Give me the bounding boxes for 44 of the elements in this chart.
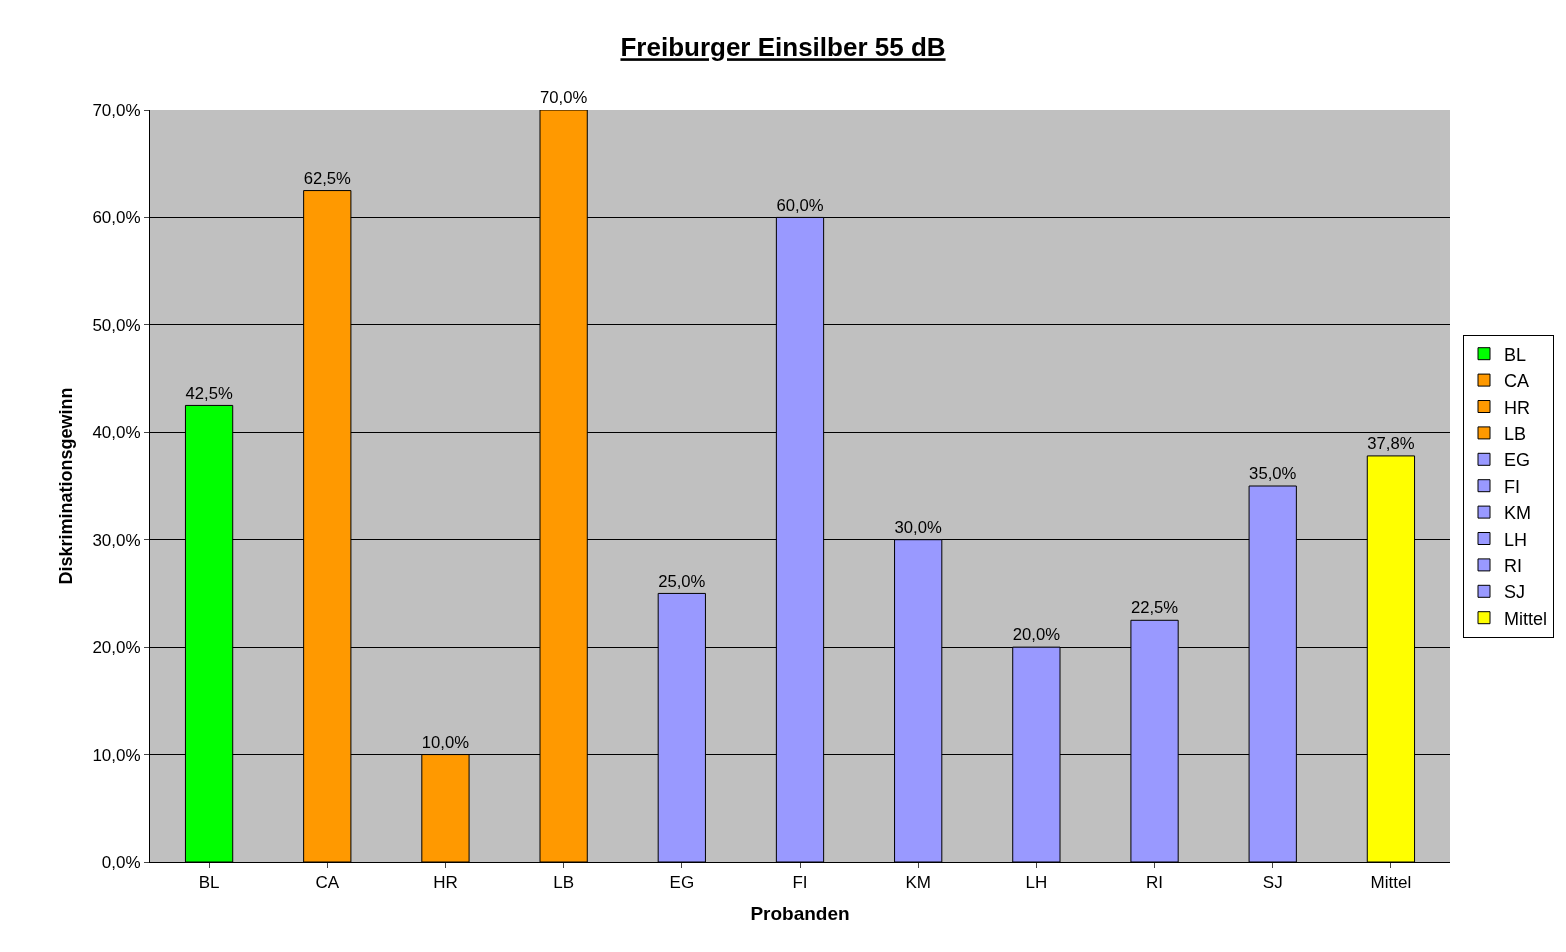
y-tick-label: 50,0% xyxy=(92,315,141,335)
legend-label: Mittel xyxy=(1504,608,1548,629)
legend-label: SJ xyxy=(1504,582,1526,603)
x-tick-label: CA xyxy=(315,873,340,893)
legend-label: LB xyxy=(1504,423,1527,444)
data-label: 35,0% xyxy=(1249,464,1297,484)
y-tick-label: 40,0% xyxy=(92,423,141,443)
data-label: 60,0% xyxy=(776,195,824,215)
y-tick-label: 10,0% xyxy=(92,745,141,765)
y-tick-label: 60,0% xyxy=(92,208,141,228)
data-label: 70,0% xyxy=(540,88,588,108)
chart-title: Freiburger Einsilber 55 dB xyxy=(620,32,946,63)
data-label: 42,5% xyxy=(185,383,233,403)
legend-label: CA xyxy=(1504,371,1530,392)
x-tick-label: SJ xyxy=(1262,873,1283,893)
legend-label: EG xyxy=(1504,450,1531,471)
data-label: 62,5% xyxy=(303,168,352,188)
x-tick-label: RI xyxy=(1146,873,1164,893)
data-label: 25,0% xyxy=(658,571,706,591)
data-label: 22,5% xyxy=(1130,598,1179,618)
x-tick-label: EG xyxy=(669,873,695,893)
x-tick-label: LH xyxy=(1025,873,1048,893)
y-tick-label: 20,0% xyxy=(92,638,141,658)
y-tick-label: 70,0% xyxy=(92,100,141,120)
y-tick-label: 30,0% xyxy=(92,530,141,550)
data-label: 10,0% xyxy=(421,732,470,752)
legend-label: LH xyxy=(1504,529,1528,550)
data-label: 37,8% xyxy=(1367,434,1415,453)
legend-label: BL xyxy=(1504,344,1527,365)
data-label: 30,0% xyxy=(894,517,942,537)
legend-label: RI xyxy=(1504,555,1522,576)
x-tick-label: HR xyxy=(433,873,458,893)
x-tick-label: KM xyxy=(905,873,931,893)
y-axis-title: Diskriminationsgewinn xyxy=(55,387,76,585)
x-tick-label: Mittel xyxy=(1370,873,1412,893)
y-tick-label: 0,0% xyxy=(101,852,141,872)
x-tick-label: LB xyxy=(553,873,575,893)
x-axis-title: Probanden xyxy=(750,903,850,925)
x-tick-label: BL xyxy=(198,873,220,893)
legend-label: KM xyxy=(1504,503,1531,524)
legend-label: HR xyxy=(1504,397,1530,418)
x-tick-label: FI xyxy=(792,873,808,893)
legend-label: FI xyxy=(1504,476,1520,497)
data-label: 20,0% xyxy=(1012,625,1061,645)
